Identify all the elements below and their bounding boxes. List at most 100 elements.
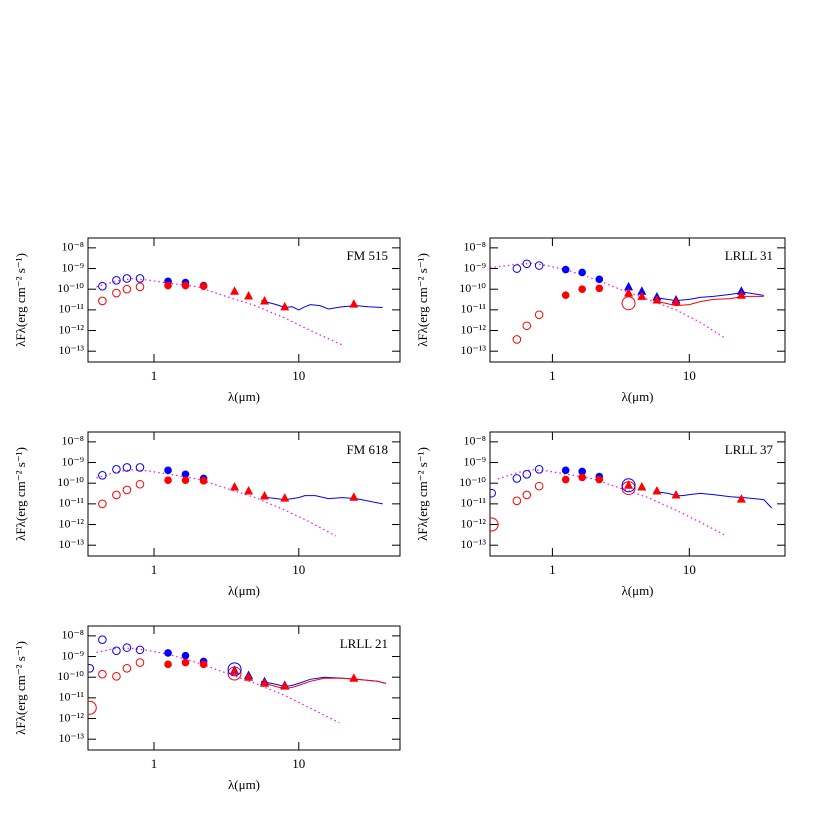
filled-circle-point [561, 466, 570, 475]
x-axis-label: λ(μm) [228, 777, 260, 792]
spectrum-line [653, 490, 773, 509]
x-tick-label: 10 [292, 562, 305, 577]
panel-title: LRLL 31 [725, 248, 773, 263]
spectrum-line [261, 677, 387, 690]
y-tick-label: 10⁻¹¹ [58, 690, 84, 704]
open-circle-point [534, 481, 544, 491]
filled-circle-point [181, 651, 190, 660]
open-circle-point [135, 463, 145, 472]
y-tick-label: 10⁻⁸ [61, 240, 84, 254]
data-area [88, 635, 387, 724]
y-tick-label: 10⁻⁹ [463, 260, 486, 274]
triangle-point [349, 673, 359, 682]
big-circle-point [621, 478, 636, 493]
data-area [96, 274, 383, 346]
y-axis-label: λFλ(erg cm⁻² s⁻¹) [13, 447, 28, 541]
y-axis-label: λFλ(erg cm⁻² s⁻¹) [415, 447, 430, 541]
filled-circle-point [595, 475, 604, 484]
open-circle-point [98, 635, 107, 645]
filled-circle-point [595, 284, 604, 293]
filled-circle-point [199, 477, 208, 485]
triangle-point [230, 286, 240, 295]
x-tick-label: 1 [549, 368, 556, 383]
y-tick-label: 10⁻¹¹ [58, 496, 84, 510]
open-circle-point [135, 282, 145, 292]
triangle-point [736, 290, 746, 299]
big-circle-point [621, 296, 636, 311]
x-axis-label: λ(μm) [621, 389, 653, 404]
open-circle-point [98, 669, 107, 679]
panel-title: FM 618 [346, 442, 388, 457]
x-axis-label: λ(μm) [228, 389, 260, 404]
plot-frame [489, 431, 786, 557]
triangle-point [230, 666, 240, 675]
y-tick-label: 10⁻¹³ [58, 343, 84, 357]
triangle-point [652, 485, 662, 495]
x-tick-label: 10 [683, 368, 696, 383]
y-tick-label: 10⁻¹³ [58, 537, 84, 551]
filled-circle-point [181, 476, 190, 484]
data-area [490, 465, 773, 536]
y-tick-label: 10⁻¹² [58, 322, 84, 336]
filled-circle-point [181, 470, 190, 479]
open-circle-point [112, 465, 121, 474]
y-tick-label: 10⁻¹² [460, 516, 486, 530]
y-tick-label: 10⁻⁹ [61, 648, 84, 662]
filled-circle-point [181, 281, 190, 290]
open-circle-point [512, 474, 522, 483]
spectrum-line [261, 495, 383, 505]
triangle-point [244, 672, 254, 681]
open-circle-point [122, 663, 132, 673]
panel-title: FM 515 [346, 248, 388, 263]
data-area [96, 463, 383, 537]
filled-circle-point [199, 660, 208, 669]
triangle-point [260, 295, 270, 305]
open-circle-point [112, 646, 121, 656]
y-tick-label: 10⁻¹² [460, 322, 486, 336]
open-circle-point [112, 490, 121, 500]
open-circle-point [98, 281, 107, 291]
y-tick-label: 10⁻¹⁰ [459, 475, 486, 489]
filled-circle-point [578, 467, 586, 476]
y-tick-label: 10⁻¹⁰ [57, 281, 84, 295]
open-circle-point [522, 259, 532, 269]
x-tick-label: 10 [292, 368, 305, 383]
y-tick-label: 10⁻¹⁰ [57, 475, 84, 489]
filled-circle-point [164, 649, 172, 657]
triangle-point [280, 301, 290, 311]
triangle-point [671, 489, 681, 499]
filled-circle-point [164, 281, 172, 290]
panel: LRLL 31 λ(μm) λFλ(erg cm⁻² s⁻¹) 10⁻⁸ 10⁻⁹ 10⁻… [415, 237, 786, 404]
triangle-point [260, 678, 270, 687]
open-circle-point [122, 284, 132, 294]
triangle-point [637, 286, 647, 295]
x-tick-label: 1 [151, 562, 158, 577]
y-tick-label: 10⁻⁹ [61, 454, 84, 468]
triangle-point [280, 681, 290, 690]
big-circle-point [227, 662, 242, 677]
open-circle-point [112, 275, 121, 285]
triangle-point [624, 480, 634, 489]
triangle-point [244, 485, 254, 495]
big-circle-point [490, 517, 499, 532]
triangle-point [280, 493, 290, 502]
triangle-point [349, 299, 359, 308]
open-circle-point [112, 672, 121, 681]
triangle-point [637, 482, 647, 491]
triangle-point [637, 291, 647, 300]
x-tick-label: 10 [292, 756, 305, 771]
y-tick-label: 10⁻⁸ [463, 434, 486, 448]
filled-circle-point [181, 658, 190, 667]
triangle-point [230, 482, 240, 491]
open-circle-point [135, 658, 145, 667]
y-tick-label: 10⁻¹¹ [460, 496, 486, 510]
panel: FM 515 λ(μm) λFλ(erg cm⁻² s⁻¹) 10⁻⁸ 10⁻⁹ 10⁻¹… [13, 237, 401, 404]
filled-circle-point [578, 285, 586, 293]
y-tick-label: 10⁻⁸ [463, 240, 486, 254]
y-tick-label: 10⁻⁸ [61, 628, 84, 642]
open-circle-point [135, 479, 145, 489]
open-circle-point [512, 335, 522, 344]
y-tick-label: 10⁻¹⁰ [459, 281, 486, 295]
y-axis-label: λFλ(erg cm⁻² s⁻¹) [13, 641, 28, 735]
